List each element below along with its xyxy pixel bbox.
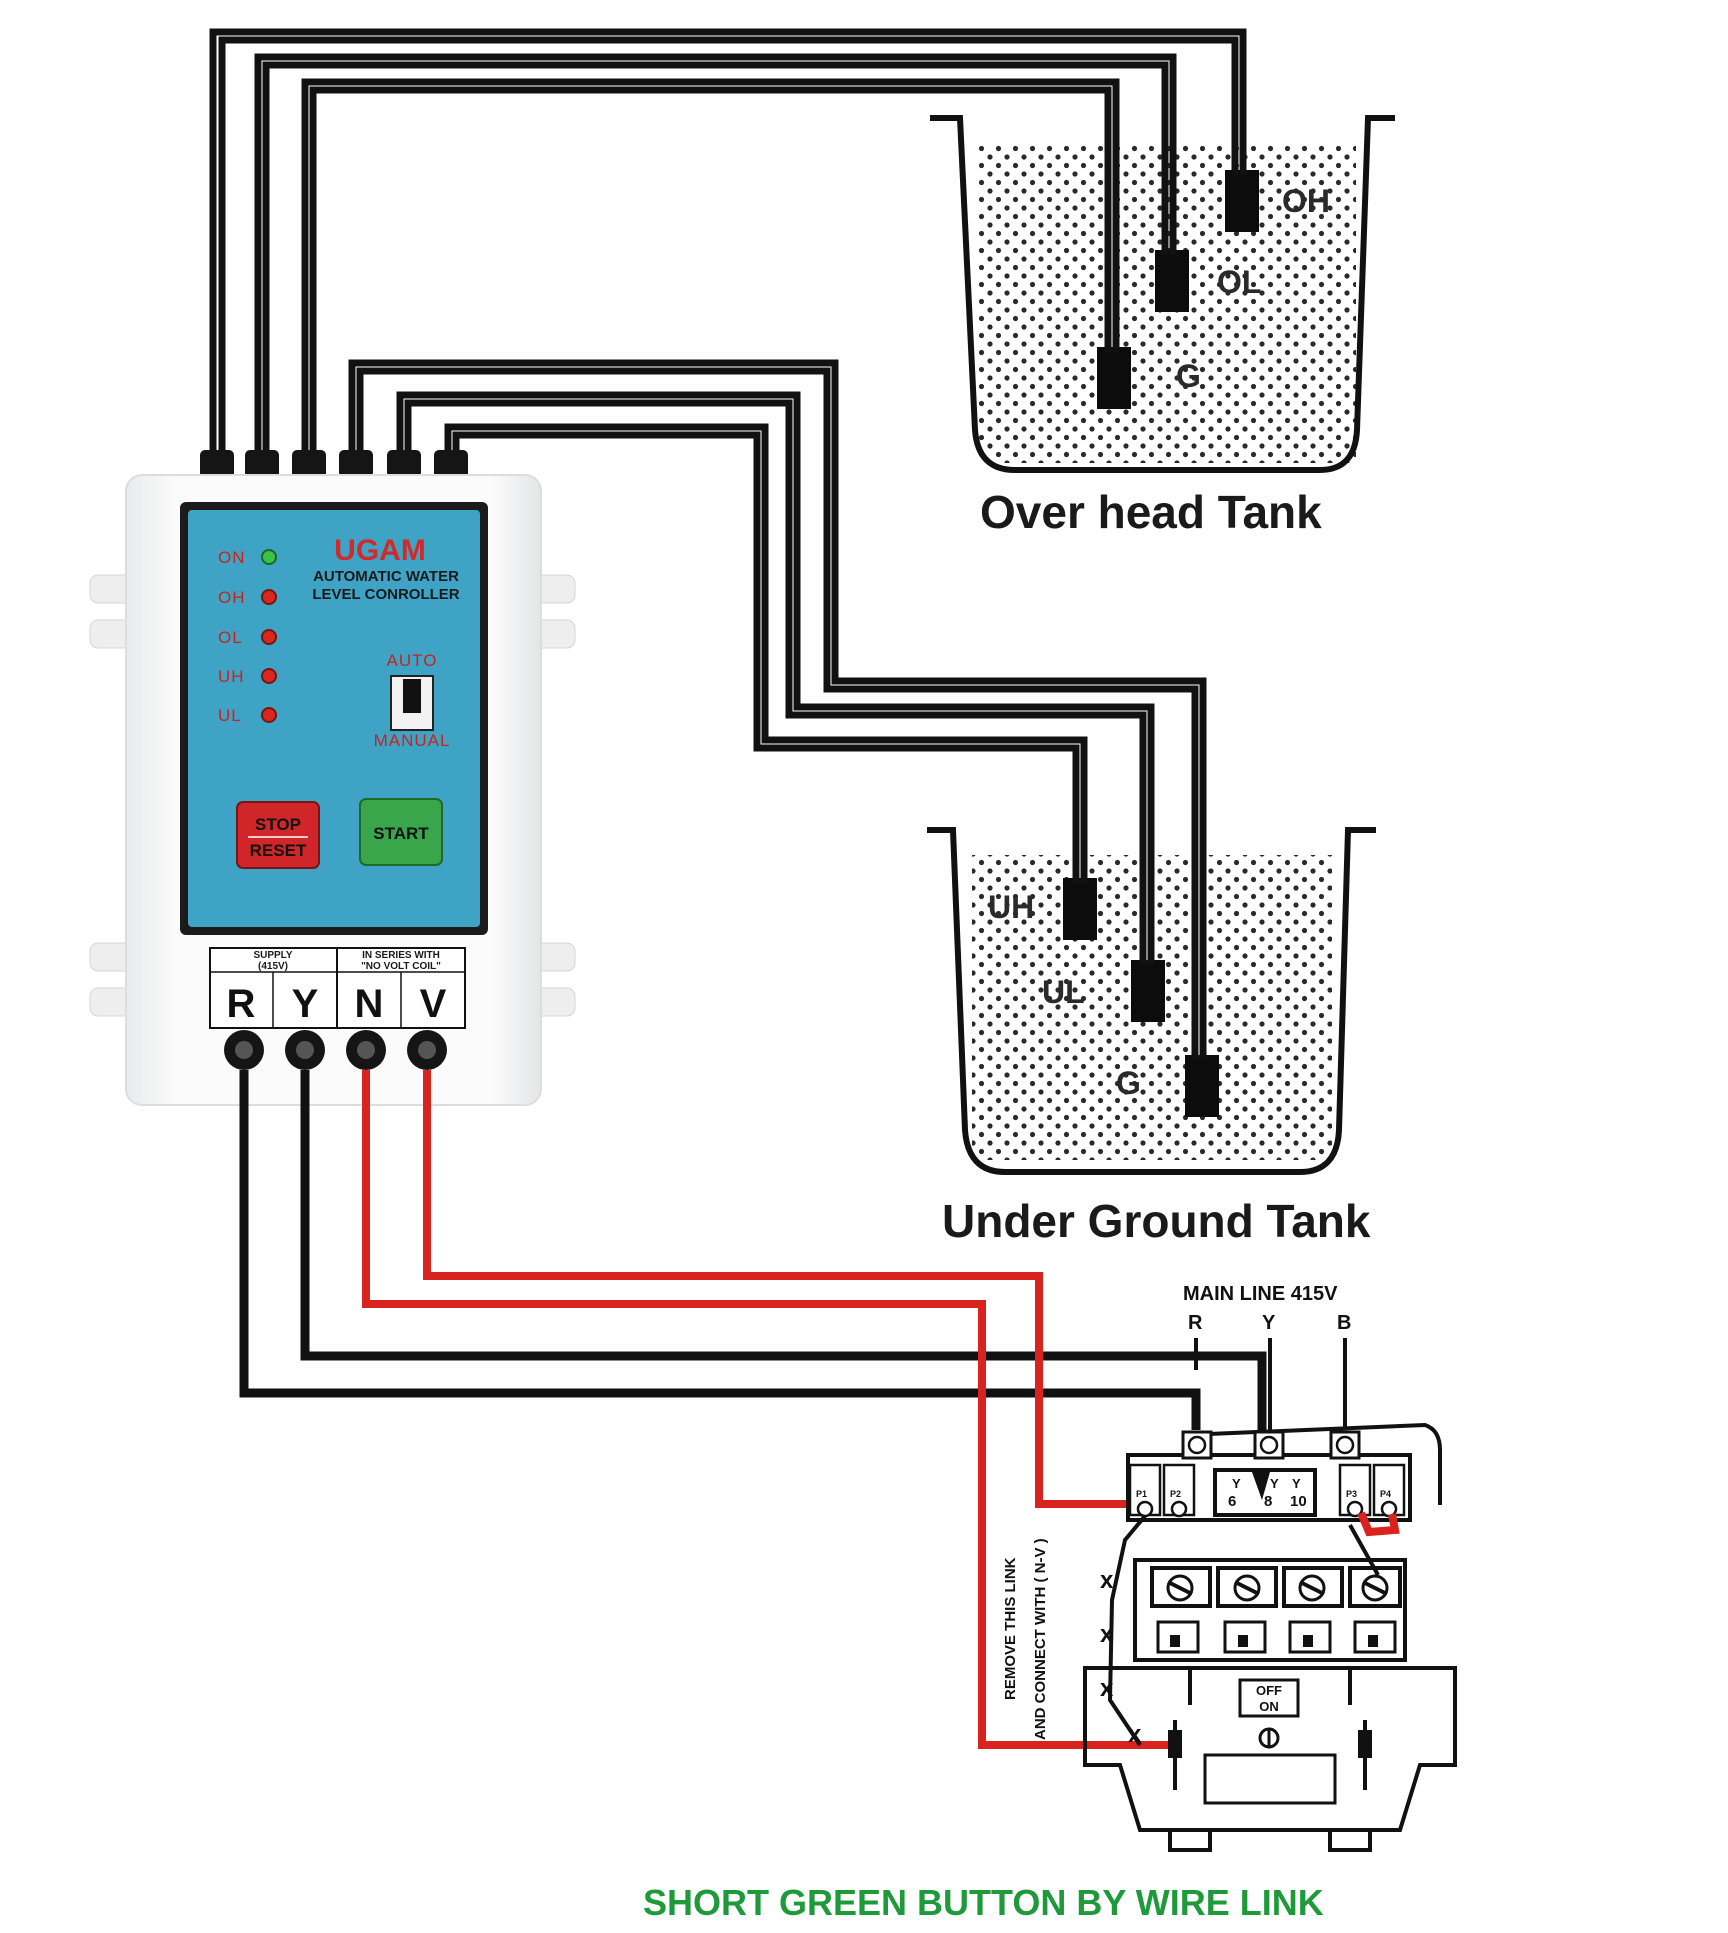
svg-text:START: START bbox=[373, 824, 429, 843]
stop-reset-button[interactable]: STOP RESET bbox=[236, 801, 320, 869]
led-ul bbox=[261, 707, 277, 723]
probe-connectors bbox=[200, 450, 468, 478]
svg-text:P1: P1 bbox=[1136, 1489, 1147, 1499]
svg-text:OFF: OFF bbox=[1256, 1683, 1282, 1698]
indicator-uh: UH bbox=[218, 667, 277, 686]
wire-y-black bbox=[300, 1070, 1267, 1430]
led-uh bbox=[261, 668, 277, 684]
controller-title-line2: LEVEL CONROLLER bbox=[312, 586, 459, 603]
controller-unit: UGAM AUTOMATIC WATER LEVEL CONROLLER ON … bbox=[89, 450, 576, 1106]
svg-text:Y: Y bbox=[1270, 1476, 1279, 1491]
overhead-tank-wall bbox=[930, 115, 1395, 473]
mode-switch-knob[interactable] bbox=[403, 679, 421, 713]
probe-label-g-overhead: G bbox=[1176, 358, 1201, 394]
wire-n-red bbox=[362, 1070, 1170, 1749]
controller-title-line1: AUTOMATIC WATER bbox=[313, 568, 459, 585]
probe-label-ul: UL bbox=[1042, 974, 1085, 1010]
brand-logo: UGAM bbox=[334, 534, 426, 567]
probe-ul bbox=[1131, 960, 1165, 1022]
phase-label-y: Y bbox=[1262, 1312, 1276, 1334]
terminal-label-block: SUPPLY (415V) IN SERIES WITH "NO VOLT CO… bbox=[209, 947, 466, 1029]
svg-text:x: x bbox=[1100, 1621, 1114, 1648]
terminal-label-v: V bbox=[420, 982, 447, 1026]
probe-wires bbox=[209, 28, 1247, 1060]
probe-label-g-underground: G bbox=[1116, 1065, 1141, 1101]
starter-note-line2: AND CONNECT WITH ( N-V ) bbox=[1032, 1538, 1049, 1740]
probe-ol bbox=[1155, 250, 1189, 312]
svg-text:IN SERIES WITH: IN SERIES WITH bbox=[362, 950, 440, 961]
footer-note: SHORT GREEN BUTTON BY WIRE LINK bbox=[643, 1882, 1324, 1923]
indicator-ul: UL bbox=[218, 706, 277, 725]
terminal-label-r: R bbox=[227, 982, 256, 1026]
svg-text:Y: Y bbox=[1292, 1476, 1301, 1491]
svg-text:ON: ON bbox=[1259, 1699, 1279, 1714]
svg-text:8: 8 bbox=[1264, 1493, 1272, 1510]
svg-text:Y: Y bbox=[1232, 1476, 1241, 1491]
svg-text:P3: P3 bbox=[1346, 1489, 1357, 1499]
start-button[interactable]: START bbox=[359, 798, 443, 866]
switch-label-auto: AUTO bbox=[387, 651, 438, 670]
main-line-label: MAIN LINE 415V bbox=[1183, 1283, 1338, 1305]
start-button-shorting-link bbox=[1357, 1511, 1400, 1537]
indicator-ol: OL bbox=[218, 628, 277, 647]
probe-oh bbox=[1225, 170, 1259, 232]
phase-label-r: R bbox=[1188, 1312, 1203, 1334]
probe-label-ol: OL bbox=[1217, 264, 1261, 300]
switch-label-manual: MANUAL bbox=[374, 731, 451, 750]
wire-v-red bbox=[423, 1070, 1135, 1508]
led-on bbox=[261, 549, 277, 565]
motor-starter: MAIN LINE 415V R Y B Y Y Y 6 8 10 P1 P2 … bbox=[1002, 1283, 1457, 1852]
terminal-label-y: Y bbox=[292, 982, 319, 1026]
probe-label-oh: OH bbox=[1282, 183, 1330, 219]
probe-uh bbox=[1063, 878, 1097, 940]
probe-g-overhead bbox=[1097, 347, 1131, 409]
supply-wires bbox=[239, 1070, 1267, 1749]
svg-text:UH: UH bbox=[218, 667, 245, 686]
svg-text:"NO VOLT COIL": "NO VOLT COIL" bbox=[361, 961, 441, 972]
svg-text:x: x bbox=[1100, 1675, 1114, 1702]
probe-label-uh: UH bbox=[988, 889, 1034, 925]
svg-text:P4: P4 bbox=[1380, 1489, 1391, 1499]
svg-text:x: x bbox=[1100, 1567, 1114, 1594]
svg-text:x: x bbox=[1128, 1721, 1142, 1748]
svg-text:OH: OH bbox=[218, 588, 246, 607]
svg-text:ON: ON bbox=[218, 548, 246, 567]
screw-terminals bbox=[224, 1030, 447, 1070]
overhead-tank-label: Over head Tank bbox=[980, 486, 1322, 538]
starter-note-line1: REMOVE THIS LINK bbox=[1002, 1557, 1019, 1700]
svg-text:RESET: RESET bbox=[250, 841, 307, 860]
svg-text:UL: UL bbox=[218, 706, 242, 725]
underground-tank-wall bbox=[927, 827, 1376, 1175]
led-ol bbox=[261, 629, 277, 645]
underground-tank-label: Under Ground Tank bbox=[942, 1195, 1371, 1247]
svg-text:(415V): (415V) bbox=[258, 961, 288, 972]
svg-text:STOP: STOP bbox=[255, 815, 301, 834]
phase-label-b: B bbox=[1337, 1312, 1351, 1334]
indicator-oh: OH bbox=[218, 588, 277, 607]
wire-r-black bbox=[239, 1070, 1201, 1430]
svg-text:P2: P2 bbox=[1170, 1489, 1181, 1499]
svg-text:SUPPLY: SUPPLY bbox=[253, 950, 292, 961]
led-oh bbox=[261, 589, 277, 605]
svg-text:OL: OL bbox=[218, 628, 243, 647]
indicator-on: ON bbox=[218, 548, 277, 567]
terminal-label-n: N bbox=[355, 982, 384, 1026]
svg-text:10: 10 bbox=[1290, 1493, 1307, 1510]
probe-g-underground bbox=[1185, 1055, 1219, 1117]
svg-text:6: 6 bbox=[1228, 1493, 1236, 1510]
